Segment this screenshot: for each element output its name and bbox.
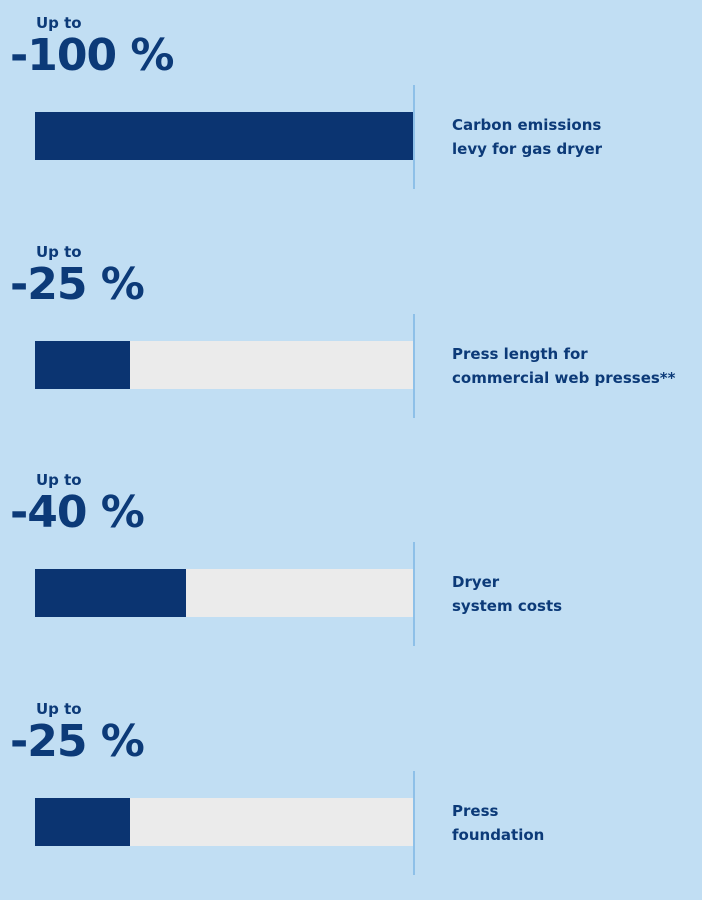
- bar-label: Press foundation: [452, 799, 702, 847]
- chart-item-press-length: Up to -25 % Press length for commercial …: [0, 243, 702, 443]
- up-to-prefix: Up to: [36, 700, 82, 718]
- percent-value: -25 %: [10, 716, 145, 767]
- up-to-prefix: Up to: [36, 243, 82, 261]
- divider-line: [413, 314, 415, 418]
- bar-label-line: Dryer: [452, 573, 500, 591]
- up-to-prefix: Up to: [36, 14, 82, 32]
- divider-line: [413, 771, 415, 875]
- bar-fill: [35, 798, 130, 846]
- bar-fill: [35, 112, 413, 160]
- bar-track: [35, 798, 413, 846]
- chart-item-carbon-emissions: Up to -100 % Carbon emissions levy for g…: [0, 14, 702, 214]
- bar-label-line: levy for gas dryer: [452, 140, 603, 158]
- bar-label-line: Press length for: [452, 345, 588, 363]
- bar-label: Press length for commercial web presses*…: [452, 342, 702, 390]
- divider-line: [413, 85, 415, 189]
- bar-label-line: foundation: [452, 826, 545, 844]
- bar-label-line: Press: [452, 802, 499, 820]
- bar-fill: [35, 341, 130, 389]
- bar-label: Carbon emissions levy for gas dryer: [452, 113, 702, 161]
- bar-track: [35, 112, 413, 160]
- bar-label: Dryer system costs: [452, 570, 702, 618]
- bar-label-line: system costs: [452, 597, 563, 615]
- divider-line: [413, 542, 415, 646]
- chart-item-press-foundation: Up to -25 % Press foundation: [0, 700, 702, 900]
- bar-label-line: Carbon emissions: [452, 116, 602, 134]
- bar-track: [35, 341, 413, 389]
- bar-track: [35, 569, 413, 617]
- bar-fill: [35, 569, 186, 617]
- bar-label-line: commercial web presses**: [452, 369, 676, 387]
- percent-value: -40 %: [10, 487, 145, 538]
- percent-value: -100 %: [10, 30, 175, 81]
- up-to-prefix: Up to: [36, 471, 82, 489]
- chart-item-dryer-system-costs: Up to -40 % Dryer system costs: [0, 471, 702, 671]
- percent-value: -25 %: [10, 259, 145, 310]
